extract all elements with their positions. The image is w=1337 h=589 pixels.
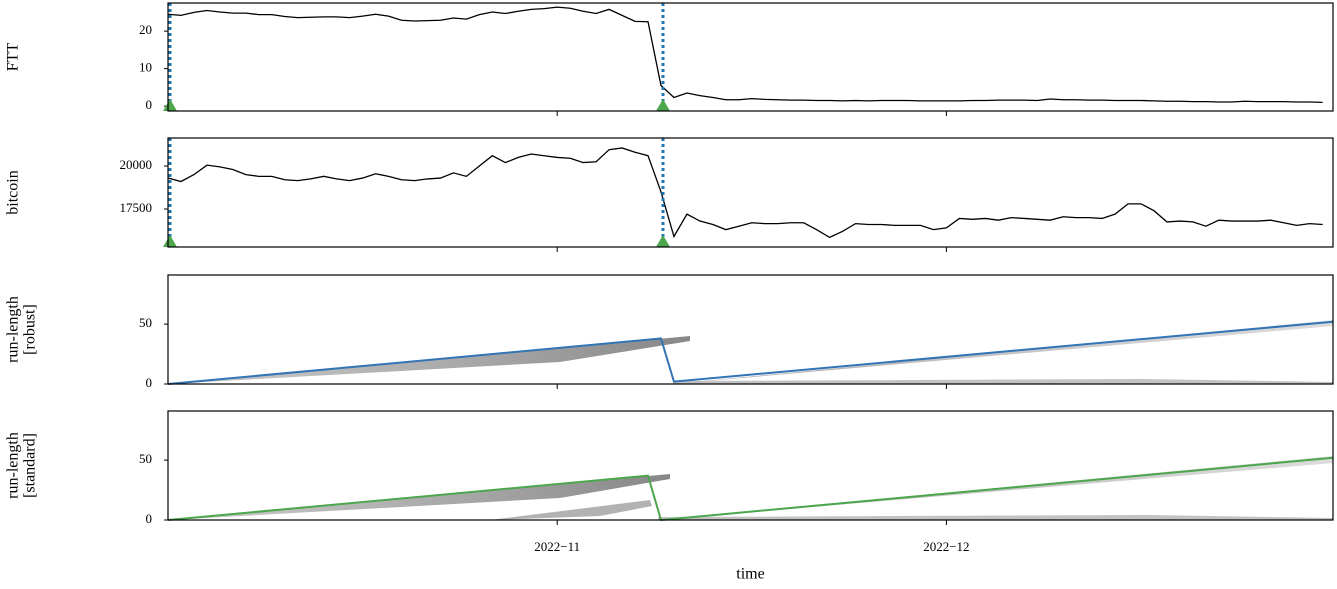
series-line (167, 456, 1334, 522)
panel-frame (167, 2, 1334, 112)
y-axis-label: run-length (5, 432, 22, 499)
y-tick-label: 50 (139, 451, 152, 466)
changepoint-marker (163, 235, 177, 247)
y-axis-label: bitcoin (5, 170, 22, 214)
panel-frame (167, 274, 1334, 385)
y-tick-label: 0 (146, 511, 153, 526)
y-axis-label: [robust] (22, 304, 39, 355)
heatmap-standard (170, 456, 1333, 520)
x-tick-label: 2022−11 (534, 539, 580, 554)
y-tick-label: 20 (139, 22, 152, 37)
x-tick-label: 2022−12 (923, 539, 969, 554)
y-tick-label: 10 (139, 60, 152, 75)
changepoint-marker (655, 99, 670, 111)
changepoint-marker (655, 235, 670, 247)
panel-frame (167, 137, 1334, 248)
y-tick-label: 50 (139, 315, 152, 330)
y-axis-label: [standard] (22, 433, 39, 498)
panel-frame (167, 410, 1334, 521)
y-axis-label: run-length (5, 296, 22, 363)
y-axis-label: FTT (5, 43, 22, 72)
y-tick-label: 0 (146, 97, 153, 112)
series-line (167, 6, 1323, 104)
y-tick-label: 17500 (120, 200, 153, 215)
changepoint-marker (163, 99, 177, 111)
series-line (167, 147, 1323, 239)
x-axis-label: time (736, 566, 764, 583)
y-tick-label: 20000 (120, 157, 153, 172)
y-tick-label: 0 (146, 375, 153, 390)
series-line (167, 320, 1334, 385)
